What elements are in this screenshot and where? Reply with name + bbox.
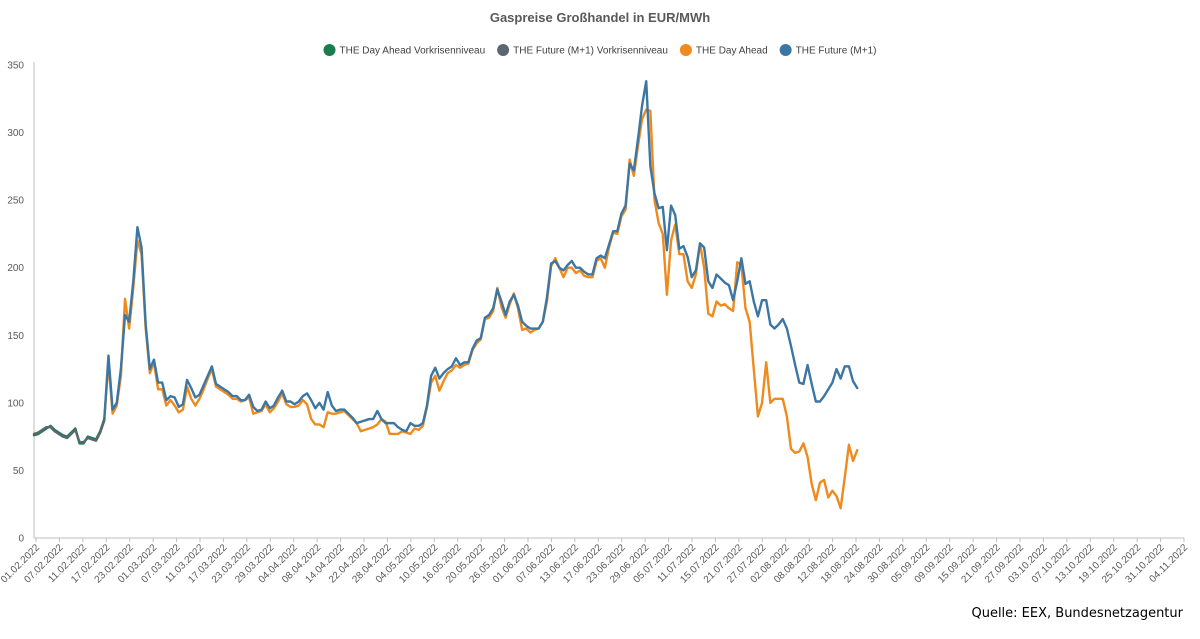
y-tick-label: 350 bbox=[7, 61, 24, 72]
y-tick-label: 100 bbox=[7, 398, 24, 409]
legend-label: THE Day Ahead Vorkrisenniveau bbox=[340, 46, 486, 57]
y-tick-label: 0 bbox=[18, 534, 24, 545]
legend-item[interactable]: THE Day Ahead Vorkrisenniveau bbox=[323, 44, 486, 57]
legend-item[interactable]: THE Future (M+1) bbox=[779, 44, 877, 57]
x-axis: 01.02.202207.02.202211.02.202217.02.2022… bbox=[0, 537, 1190, 586]
legend-label: THE Future (M+1) Vorkrisenniveau bbox=[513, 46, 668, 57]
series-line-the-day-ahead bbox=[103, 108, 859, 510]
y-tick-label: 50 bbox=[13, 466, 25, 477]
legend-item[interactable]: THE Day Ahead bbox=[679, 44, 768, 57]
legend-label: THE Day Ahead bbox=[696, 46, 768, 57]
legend-marker bbox=[679, 44, 692, 56]
series-lines bbox=[32, 80, 859, 510]
chart-title: Gaspreise Großhandel in EUR/MWh bbox=[490, 10, 710, 25]
legend-marker bbox=[779, 44, 792, 56]
legend-label: THE Future (M+1) bbox=[796, 46, 877, 57]
legend-item[interactable]: THE Future (M+1) Vorkrisenniveau bbox=[497, 44, 668, 57]
y-tick-label: 300 bbox=[7, 128, 24, 139]
legend-marker bbox=[323, 44, 336, 56]
y-tick-label: 150 bbox=[7, 331, 24, 342]
y-axis: 0 50 100 150 200 250 300 350 bbox=[7, 61, 35, 545]
legend-marker bbox=[497, 44, 510, 56]
series-line-the-future-m-1 bbox=[103, 80, 859, 433]
legend: THE Day Ahead Vorkrisenniveau THE Future … bbox=[323, 44, 877, 57]
y-tick-label: 200 bbox=[7, 263, 24, 274]
series-line-the-future-m-1-vorkrisenniveau bbox=[32, 419, 106, 444]
y-tick-label: 250 bbox=[7, 196, 24, 207]
source-label: Quelle: EEX, Bundesnetzagentur bbox=[971, 606, 1183, 621]
